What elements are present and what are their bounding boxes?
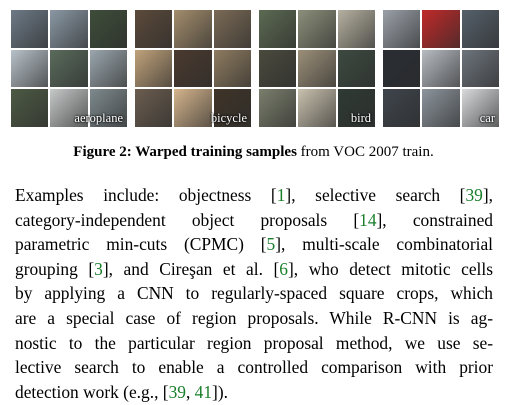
tile-grid-bicycle bbox=[135, 10, 251, 127]
sample-image-tile bbox=[337, 49, 375, 88]
sample-image-tile bbox=[50, 10, 88, 48]
sample-image-tile bbox=[337, 89, 375, 127]
tile-grid-aeroplane bbox=[11, 10, 127, 127]
sample-image-tile bbox=[298, 10, 336, 48]
sample-image-tile bbox=[213, 49, 251, 88]
sample-image-tile bbox=[174, 89, 212, 127]
sample-image-tile bbox=[461, 49, 499, 88]
text-run: Examples include: objectness [ bbox=[15, 185, 277, 205]
sample-image-tile bbox=[174, 49, 212, 88]
text-run: ], who detect mitotic cells bbox=[288, 258, 493, 279]
panel-label-bird: bird bbox=[350, 110, 371, 125]
paragraph-line: grouping [3], and Cireşan et al. [6], wh… bbox=[15, 257, 493, 282]
paragraph-line: detection work (e.g., [39, 41]). bbox=[15, 380, 493, 405]
sample-image-tile bbox=[337, 10, 375, 48]
sample-image-tile bbox=[213, 10, 251, 48]
citation-link[interactable]: 39 bbox=[465, 185, 483, 205]
text-run: ], bbox=[482, 185, 494, 205]
sample-image-tile bbox=[259, 49, 297, 88]
sample-image-tile bbox=[89, 10, 127, 48]
figure-caption: Figure 2: Warped training samples from V… bbox=[0, 142, 507, 162]
paragraph-line: lective search to enable a controlled co… bbox=[15, 357, 493, 378]
paragraph-line: parametric min-cuts (CPMC) [5], multi-sc… bbox=[15, 232, 493, 257]
paragraph-line: category-independent object proposals [1… bbox=[15, 208, 493, 233]
text-run: ], multi-scale combinatorial bbox=[275, 234, 493, 255]
sample-image-tile bbox=[11, 89, 49, 127]
paragraph-line: nostic to the particular region proposal… bbox=[15, 332, 493, 353]
panel-label-car: car bbox=[479, 110, 495, 125]
body-paragraph: Examples include: objectness [1], select… bbox=[15, 183, 493, 404]
sample-image-tile bbox=[298, 49, 336, 88]
citation-link[interactable]: 3 bbox=[94, 258, 103, 279]
citation-link[interactable]: 14 bbox=[359, 209, 377, 230]
sample-image-tile bbox=[11, 10, 49, 48]
text-run: detection work (e.g., [ bbox=[15, 381, 169, 402]
sample-image-tile bbox=[383, 49, 421, 88]
sample-image-tile bbox=[135, 10, 173, 48]
panel-label-bicycle: bicycle bbox=[210, 110, 247, 125]
paragraph-line: by applying a CNN to regularly-spaced sq… bbox=[15, 283, 493, 304]
sample-image-tile bbox=[50, 49, 88, 88]
sample-image-tile bbox=[383, 89, 421, 127]
panel-aeroplane: aeroplane bbox=[11, 10, 127, 127]
sample-image-tile bbox=[461, 10, 499, 48]
tile-grid-bird bbox=[259, 10, 375, 127]
sample-image-tile bbox=[135, 89, 173, 127]
text-run: , bbox=[185, 381, 195, 402]
sample-image-tile bbox=[383, 10, 421, 48]
sample-image-tile bbox=[259, 89, 297, 127]
sample-image-tile bbox=[213, 89, 251, 127]
sample-image-tile bbox=[50, 89, 88, 127]
panel-bicycle: bicycle bbox=[135, 10, 251, 127]
paragraph-line: are a special case of region proposals. … bbox=[15, 307, 493, 328]
paragraph-line: Examples include: objectness [1], select… bbox=[15, 183, 493, 208]
text-run: parametric min-cuts (CPMC) [ bbox=[15, 234, 267, 255]
sample-image-tile bbox=[89, 89, 127, 127]
citation-link[interactable]: 41 bbox=[194, 381, 213, 402]
sample-image-tile bbox=[135, 49, 173, 88]
sample-image-tile bbox=[422, 89, 460, 127]
caption-bold: Figure 2: Warped training samples bbox=[73, 144, 297, 160]
sample-image-tile bbox=[89, 49, 127, 88]
tile-grid-car bbox=[383, 10, 499, 127]
citation-link[interactable]: 6 bbox=[279, 258, 288, 279]
sample-image-tile bbox=[11, 49, 49, 88]
sample-image-tile bbox=[174, 10, 212, 48]
text-run: category-independent object proposals [ bbox=[15, 209, 360, 230]
text-run: ], and Cireşan et al. [ bbox=[102, 258, 280, 279]
text-run: ], selective search [ bbox=[285, 185, 466, 205]
sample-image-tile bbox=[259, 10, 297, 48]
citation-link[interactable]: 1 bbox=[276, 185, 286, 205]
citation-link[interactable]: 39 bbox=[168, 381, 186, 402]
panel-label-aeroplane: aeroplane bbox=[74, 110, 123, 125]
text-run: ]). bbox=[212, 381, 228, 402]
citation-link[interactable]: 5 bbox=[266, 234, 276, 255]
sample-image-tile bbox=[461, 89, 499, 127]
panel-bird: bird bbox=[259, 10, 375, 127]
caption-rest: from VOC 2007 train. bbox=[296, 144, 434, 160]
sample-image-tile bbox=[422, 49, 460, 88]
text-run: ], constrained bbox=[376, 209, 493, 230]
sample-image-tile bbox=[298, 89, 336, 127]
panel-car: car bbox=[383, 10, 499, 127]
text-run: grouping [ bbox=[15, 258, 95, 279]
sample-image-tile bbox=[422, 10, 460, 48]
